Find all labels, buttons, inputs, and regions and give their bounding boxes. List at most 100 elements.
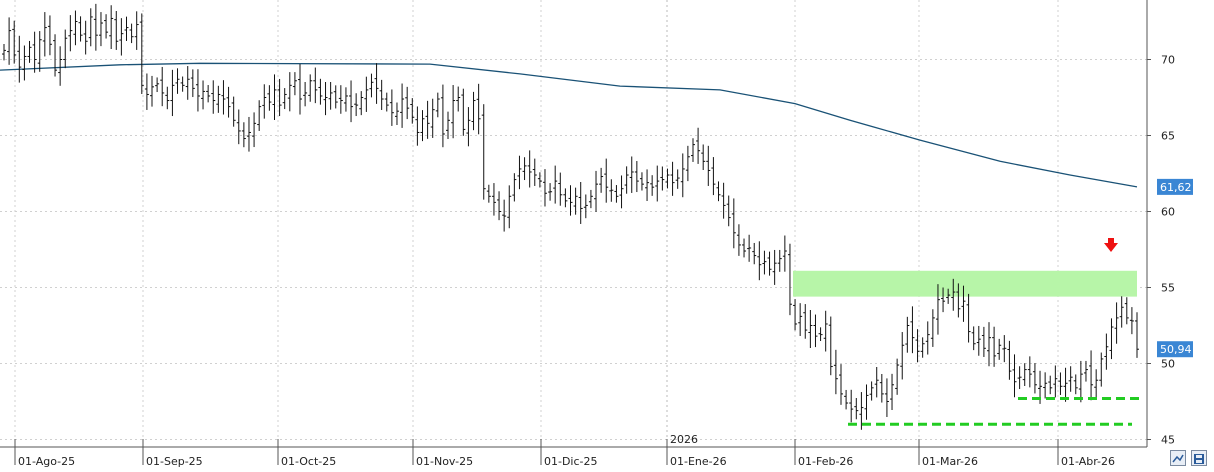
ohlc-bar bbox=[98, 12, 103, 47]
ohlc-bar bbox=[736, 224, 741, 256]
ohlc-bar bbox=[104, 14, 109, 39]
ohlc-bar bbox=[762, 250, 767, 275]
ohlc-bar bbox=[37, 31, 42, 72]
ohlc-bar bbox=[267, 85, 272, 111]
ohlc-bar bbox=[298, 64, 303, 115]
ohlc-bar bbox=[1094, 369, 1099, 399]
ohlc-bar bbox=[1043, 372, 1048, 399]
ohlc-bar bbox=[665, 168, 670, 189]
fullscreen-icon[interactable] bbox=[1170, 450, 1186, 466]
ohlc-bar bbox=[629, 156, 634, 193]
ohlc-bar bbox=[1022, 363, 1027, 386]
ohlc-bar bbox=[491, 183, 496, 216]
ohlc-bar bbox=[522, 157, 527, 181]
ohlc-bar bbox=[941, 287, 946, 313]
ohlc-bar bbox=[241, 122, 246, 148]
ohlc-bar bbox=[594, 170, 599, 212]
ohlc-bar bbox=[175, 68, 180, 94]
ohlc-bar bbox=[262, 84, 267, 119]
x-tick-label: 01-Sep-25 bbox=[146, 455, 203, 468]
ohlc-bar bbox=[1007, 340, 1012, 380]
ohlc-bar bbox=[1109, 318, 1114, 360]
grid bbox=[0, 0, 1147, 447]
ohlc-bar bbox=[655, 165, 660, 202]
ohlc-bar bbox=[1124, 297, 1129, 325]
x-axis: 01-Ago-25 01-Sep-25 01-Oct-25 01-Nov-25 01-D… bbox=[14, 439, 1115, 468]
ohlc-bar bbox=[502, 199, 507, 232]
ohlc-bar bbox=[639, 172, 644, 191]
ohlc-bar bbox=[992, 326, 997, 367]
y-tick-label: 50 bbox=[1161, 358, 1175, 371]
ohlc-bar bbox=[890, 373, 895, 411]
ohlc-bar bbox=[532, 158, 537, 186]
ohlc-bar bbox=[1058, 372, 1063, 395]
ohlc-bar bbox=[389, 89, 394, 126]
ohlc-bar bbox=[58, 46, 63, 86]
ohlc-bar bbox=[160, 66, 165, 107]
ohlc-bar bbox=[405, 86, 410, 120]
ohlc-bar bbox=[359, 91, 364, 116]
ohlc-bar bbox=[986, 322, 991, 367]
ohlc-bar bbox=[47, 15, 52, 56]
ohlc-bar bbox=[303, 81, 308, 107]
ohlc-bar bbox=[879, 373, 884, 403]
ohlc-bar bbox=[150, 75, 155, 107]
support-lines bbox=[848, 396, 1140, 426]
ohlc-bar bbox=[246, 116, 251, 152]
ohlc-bar bbox=[63, 29, 68, 69]
y-axis: 45 50 55 60 65 70 bbox=[1147, 54, 1175, 447]
price-bars bbox=[2, 3, 1139, 430]
ohlc-bar bbox=[333, 85, 338, 109]
save-icon[interactable] bbox=[1191, 450, 1207, 466]
x-tick-label: 01-Feb-26 bbox=[798, 455, 853, 468]
y-tick-label: 60 bbox=[1161, 206, 1175, 219]
ohlc-bar bbox=[1083, 360, 1088, 382]
ohlc-bar bbox=[798, 303, 803, 336]
resistance-zone bbox=[793, 270, 1137, 297]
ohlc-bar bbox=[221, 80, 226, 115]
x-tick-label: 01-Mar-26 bbox=[922, 455, 978, 468]
ohlc-bar bbox=[578, 182, 583, 224]
svg-text:50,94: 50,94 bbox=[1160, 343, 1192, 356]
ohlc-bar bbox=[201, 80, 206, 110]
ohlc-bar bbox=[430, 98, 435, 138]
ohlc-bar bbox=[537, 172, 542, 188]
ohlc-bar bbox=[32, 31, 37, 73]
ohlc-bar bbox=[624, 166, 629, 194]
ohlc-bar bbox=[884, 378, 889, 418]
ohlc-bar bbox=[706, 145, 711, 186]
ohlc-bar bbox=[517, 155, 522, 190]
ohlc-bar bbox=[619, 175, 624, 209]
ohlc-bar bbox=[73, 10, 78, 46]
ohlc-bar bbox=[252, 112, 257, 148]
ohlc-bar bbox=[782, 235, 787, 272]
ohlc-bar bbox=[231, 96, 236, 127]
ohlc-bar bbox=[410, 98, 415, 124]
ohlc-bar bbox=[1114, 302, 1119, 344]
ohlc-bar bbox=[134, 11, 139, 50]
ohlc-bar bbox=[951, 278, 956, 311]
ohlc-bar bbox=[119, 18, 124, 56]
ohlc-bar bbox=[1135, 312, 1139, 358]
ohlc-bar bbox=[144, 73, 149, 110]
ohlc-bar bbox=[374, 63, 379, 104]
x-tick-label: 01-Ago-25 bbox=[18, 455, 75, 468]
ohlc-bar bbox=[1063, 367, 1068, 402]
ohlc-bar bbox=[803, 304, 808, 339]
ohlc-bar bbox=[114, 11, 119, 50]
ohlc-bar bbox=[813, 314, 818, 348]
ohlc-bar bbox=[476, 83, 481, 135]
ohlc-bar bbox=[997, 338, 1002, 360]
ohlc-bar bbox=[966, 293, 971, 343]
ohlc-bar bbox=[1104, 333, 1109, 370]
ohlc-bar bbox=[486, 184, 491, 203]
ohlc-bar bbox=[180, 76, 185, 92]
ohlc-bar bbox=[1002, 335, 1007, 363]
signal-down-arrow-icon bbox=[1104, 238, 1118, 252]
ohlc-bar bbox=[313, 67, 318, 104]
ohlc-bar bbox=[466, 107, 471, 147]
svg-text:61,62: 61,62 bbox=[1160, 181, 1192, 194]
ohlc-bar bbox=[471, 91, 476, 131]
ohlc-bar bbox=[83, 20, 88, 55]
